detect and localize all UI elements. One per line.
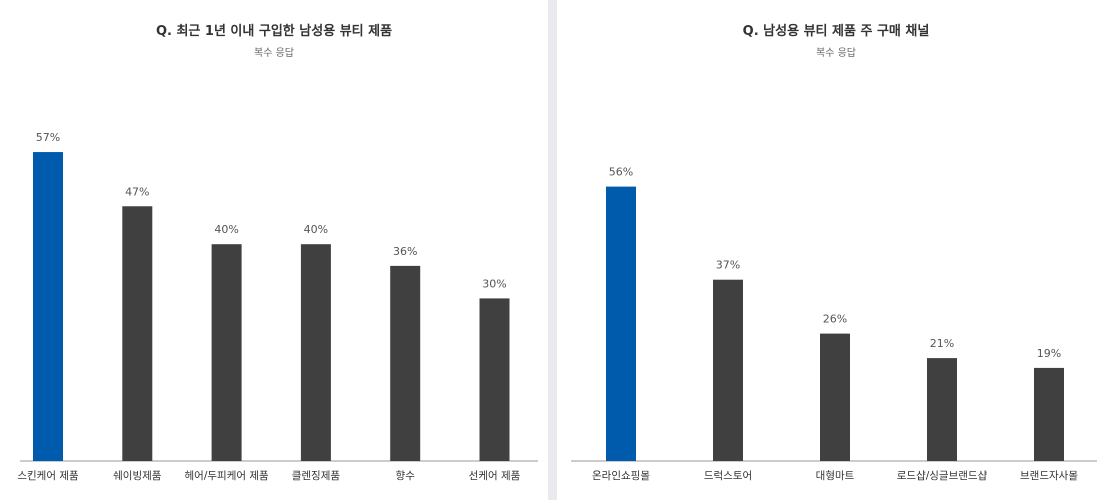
data-label-2: 37% bbox=[716, 259, 740, 272]
category-label-1: 온라인쇼핑몰 bbox=[592, 470, 650, 482]
category-label-2: 드럭스토어 bbox=[704, 470, 752, 482]
data-label-3: 40% bbox=[214, 223, 238, 236]
category-label-4: 클렌징제품 bbox=[292, 470, 341, 482]
bar-3 bbox=[211, 244, 242, 461]
category-label-1: 스킨케어 제품 bbox=[17, 470, 79, 482]
chart-panel-purchased-products: Q. 최근 1년 이내 구입한 남성용 뷰티 제품 복수 응답 57% 스킨케어 … bbox=[0, 0, 548, 500]
category-label-2: 쉐이빙제품 bbox=[113, 470, 162, 482]
data-label-5: 19% bbox=[1037, 347, 1061, 360]
chart-subtitle: 복수 응답 bbox=[816, 48, 856, 59]
data-label-6: 30% bbox=[482, 277, 506, 290]
bar-6 bbox=[479, 298, 510, 461]
bar-2 bbox=[122, 206, 153, 461]
chart-title: Q. 최근 1년 이내 구입한 남성용 뷰티 제품 bbox=[155, 24, 393, 39]
bar-3 bbox=[820, 333, 850, 461]
data-label-2: 47% bbox=[125, 185, 149, 198]
category-label-3: 헤어/두피케어 제품 bbox=[185, 469, 269, 482]
bar-1 bbox=[606, 186, 636, 461]
bar-chart-purchase-channels: 56% 온라인쇼핑몰 37% 드럭스토어 26% 대형마트 21% 로드샵/싱글브랜드샵 19%… bbox=[571, 166, 1097, 482]
data-label-5: 36% bbox=[393, 245, 417, 258]
data-label-1: 56% bbox=[609, 166, 633, 179]
data-label-4: 40% bbox=[304, 223, 328, 236]
category-label-5: 향수 bbox=[396, 470, 416, 482]
bar-4 bbox=[927, 358, 957, 461]
data-label-3: 26% bbox=[823, 313, 847, 326]
bar-4 bbox=[300, 244, 331, 461]
bar-chart-purchased-products: 57% 스킨케어 제품 47% 쉐이빙제품 40% 헤어/두피케어 제품 40% 클렌징제품 3… bbox=[17, 131, 538, 482]
category-label-6: 선케어 제품 bbox=[469, 470, 521, 482]
data-label-4: 21% bbox=[930, 337, 954, 350]
chart-panel-purchase-channels: Q. 남성용 뷰티 제품 주 구매 채널 복수 응답 56% 온라인쇼핑몰 37% 드… bbox=[557, 0, 1115, 500]
category-label-5: 브랜드자사몰 bbox=[1020, 470, 1078, 482]
bar-5 bbox=[1034, 367, 1064, 461]
category-label-3: 대형마트 bbox=[816, 470, 855, 482]
bar-5 bbox=[390, 265, 421, 461]
category-label-4: 로드샵/싱글브랜드샵 bbox=[897, 470, 988, 482]
panel-divider bbox=[548, 0, 557, 500]
chart-title: Q. 남성용 뷰티 제품 주 구매 채널 bbox=[742, 24, 930, 39]
chart-subtitle: 복수 응답 bbox=[254, 48, 294, 59]
bar-2 bbox=[713, 279, 743, 461]
data-label-1: 57% bbox=[36, 131, 60, 144]
bar-1 bbox=[33, 152, 63, 461]
